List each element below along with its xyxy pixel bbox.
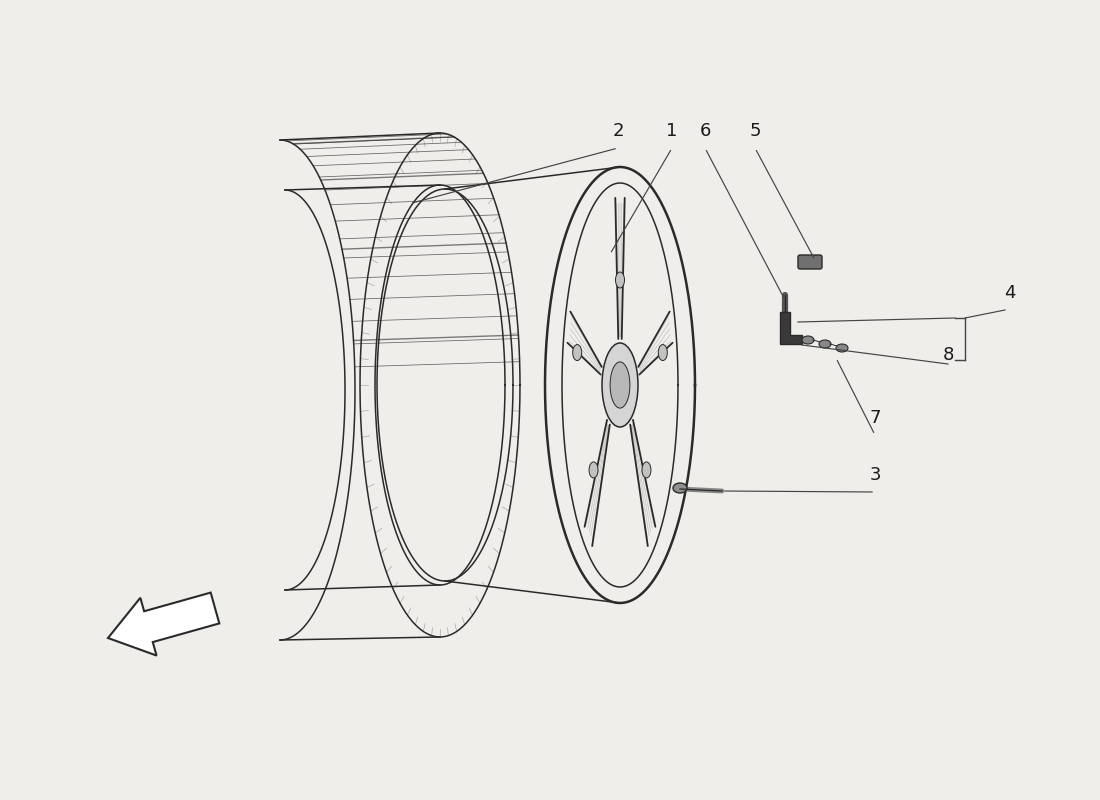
Ellipse shape (836, 344, 848, 352)
Text: 6: 6 (700, 122, 711, 140)
Ellipse shape (588, 462, 598, 478)
Ellipse shape (610, 362, 630, 408)
Ellipse shape (573, 345, 582, 361)
Ellipse shape (602, 343, 638, 427)
Polygon shape (780, 312, 802, 344)
Ellipse shape (658, 345, 668, 361)
Ellipse shape (820, 340, 830, 348)
Text: 7: 7 (869, 409, 881, 427)
FancyBboxPatch shape (798, 255, 822, 269)
Polygon shape (108, 593, 219, 655)
Ellipse shape (642, 462, 651, 478)
Text: 5: 5 (749, 122, 761, 140)
Ellipse shape (802, 336, 814, 344)
Text: 3: 3 (869, 466, 881, 484)
Ellipse shape (616, 272, 625, 288)
Ellipse shape (673, 483, 688, 493)
Text: 4: 4 (1004, 284, 1015, 302)
Text: 1: 1 (667, 122, 678, 140)
Text: 8: 8 (943, 346, 954, 364)
Text: 2: 2 (613, 122, 624, 140)
